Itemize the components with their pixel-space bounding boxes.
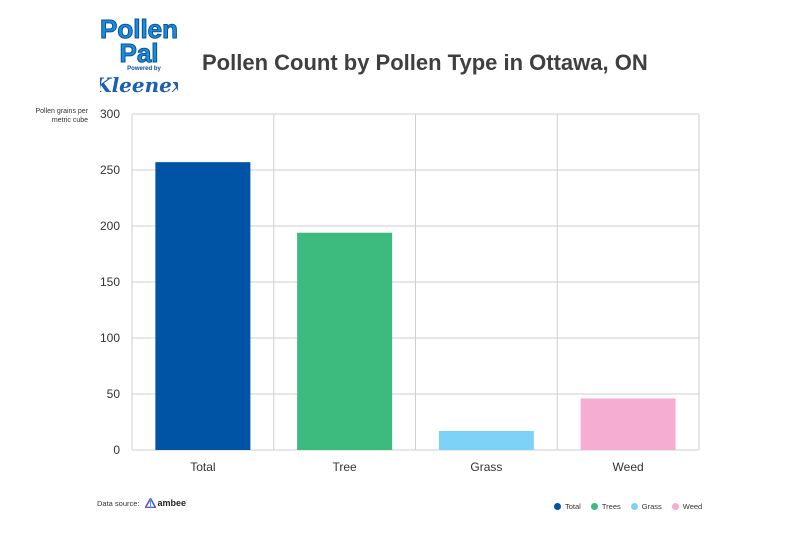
legend-label: Grass <box>641 502 662 511</box>
legend-item-trees: Trees <box>590 502 621 511</box>
y-tick-label: 50 <box>107 387 121 401</box>
data-source: Data source: ambee <box>97 498 186 508</box>
legend-item-grass: Grass <box>630 502 662 511</box>
chart-legend: Total Trees Grass Weed <box>554 502 702 511</box>
legend-swatch <box>671 503 679 510</box>
y-tick-label: 250 <box>100 163 120 177</box>
legend-label: Trees <box>601 502 621 511</box>
legend-item-total: Total <box>554 502 581 511</box>
bar-grass <box>438 430 534 450</box>
legend-label: Total <box>565 502 581 511</box>
y-tick-label: 100 <box>100 331 120 345</box>
ambee-name: ambee <box>157 498 187 508</box>
y-axis-label: Pollen grains per metric cube <box>35 108 88 124</box>
legend-label: Weed <box>682 502 703 511</box>
pollen-pal-kleenex-logo: Pollen Pal Powered by Kleenex <box>100 14 178 98</box>
chart-title: Pollen Count by Pollen Type in Ottawa, O… <box>202 50 648 75</box>
ambee-logo: ambee <box>144 498 187 508</box>
legend-swatch <box>590 503 598 510</box>
ambee-icon <box>144 498 156 508</box>
x-tick-label: Tree <box>333 460 358 474</box>
logo-line2: Pal <box>119 38 158 68</box>
legend-swatch <box>630 503 638 510</box>
logo-line1: Pollen <box>100 14 178 44</box>
bar-tree <box>297 232 393 450</box>
x-tick-label: Weed <box>613 460 644 474</box>
bar-weed <box>580 398 676 450</box>
y-tick-label: 300 <box>100 107 120 121</box>
legend-item-weed: Weed <box>671 502 703 511</box>
x-tick-label: Grass <box>470 460 502 474</box>
logo-powered: Powered by <box>127 66 161 72</box>
x-tick-label: Total <box>190 460 215 474</box>
y-tick-label: 0 <box>113 443 120 457</box>
logo-brand: Kleenex <box>100 73 178 97</box>
bar-total <box>155 162 251 450</box>
data-source-label: Data source: <box>97 498 140 508</box>
y-tick-label: 200 <box>100 219 120 233</box>
y-tick-label: 150 <box>100 275 120 289</box>
legend-swatch <box>554 503 561 510</box>
